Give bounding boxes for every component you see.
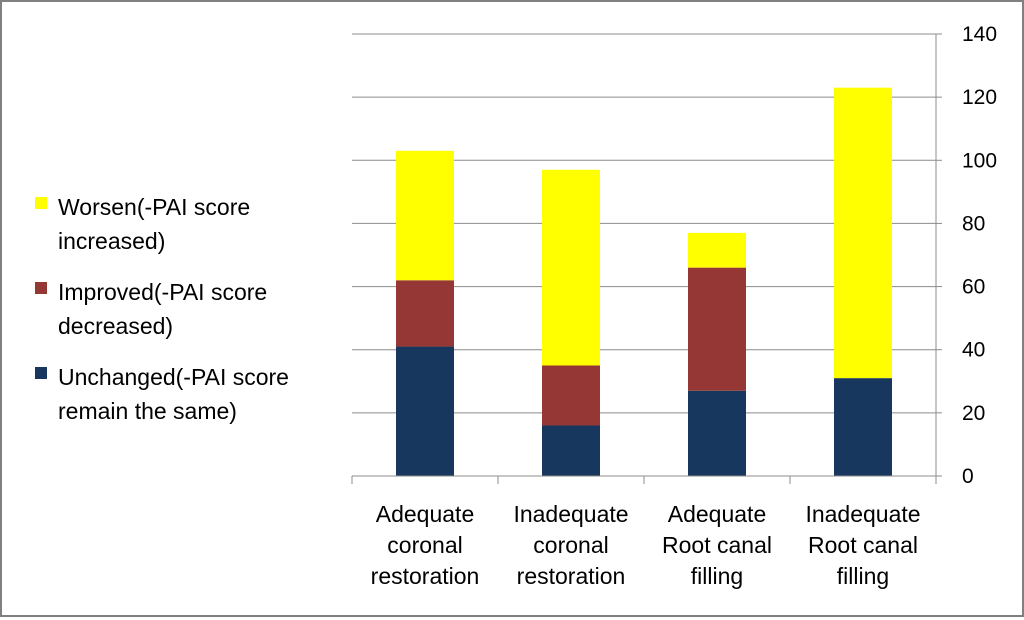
category-label: coronal — [387, 532, 462, 558]
y-tick-label: 60 — [962, 276, 985, 299]
legend-label: increased) — [58, 228, 165, 254]
category-label: restoration — [371, 563, 480, 589]
legend-swatch — [35, 197, 47, 209]
bar-segment-unchanged-4 — [834, 378, 892, 476]
category-label: coronal — [533, 532, 608, 558]
y-tick-label: 140 — [962, 23, 997, 46]
category-label: restoration — [517, 563, 626, 589]
category-label: Root canal — [808, 532, 918, 558]
bar-segment-worsen-3 — [688, 232, 746, 268]
bar-segment-improved-2 — [542, 365, 600, 426]
legend-swatch — [35, 282, 47, 294]
bar-segment-worsen-4 — [834, 87, 892, 379]
category-label: Adequate — [376, 501, 474, 527]
x-category-labels: Adequate coronal restoration Inadequate coro… — [371, 501, 921, 589]
legend-swatch — [35, 367, 47, 379]
category-label: filling — [837, 563, 889, 589]
bar-segment-worsen-2 — [542, 169, 600, 366]
y-tick-labels: 0 20 40 60 80 100 120 140 — [962, 23, 997, 488]
category-label: Root canal — [662, 532, 772, 558]
y-tick-label: 0 — [962, 465, 974, 488]
legend-label: remain the same) — [58, 398, 237, 424]
bars — [396, 87, 892, 476]
legend-label: Improved(-PAI score — [58, 279, 267, 305]
bar-segment-unchanged-3 — [688, 390, 746, 476]
bar-segment-worsen-1 — [396, 150, 454, 281]
category-label: Inadequate — [805, 501, 920, 527]
y-tick-label: 40 — [962, 339, 985, 362]
y-tick-label: 80 — [962, 212, 985, 235]
legend-label: decreased) — [58, 313, 173, 339]
category-label: Inadequate — [513, 501, 628, 527]
axes — [351, 33, 942, 484]
legend: Worsen(-PAI score increased) Improved(-PAI… — [35, 194, 289, 424]
category-label: filling — [691, 563, 743, 589]
y-tick-label: 120 — [962, 86, 997, 109]
bar-segment-unchanged-1 — [396, 346, 454, 476]
category-label: Adequate — [668, 501, 766, 527]
bar-segment-improved-1 — [396, 280, 454, 347]
legend-label: Worsen(-PAI score — [58, 194, 250, 220]
bar-segment-unchanged-2 — [542, 425, 600, 476]
y-tick-label: 100 — [962, 149, 997, 172]
y-tick-label: 20 — [962, 402, 985, 425]
bar-segment-improved-3 — [688, 267, 746, 391]
legend-label: Unchanged(-PAI score — [58, 364, 289, 390]
